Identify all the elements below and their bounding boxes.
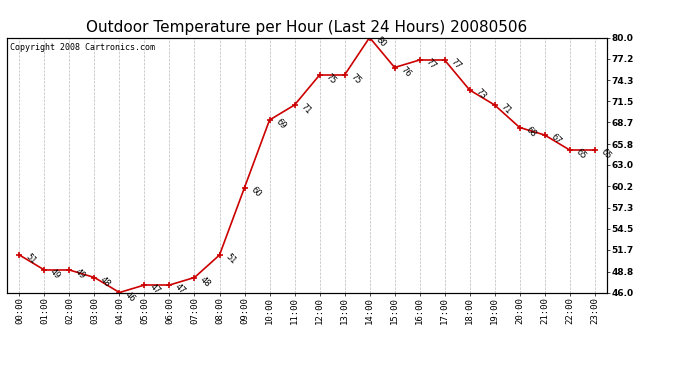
Text: 51: 51 bbox=[224, 252, 237, 266]
Text: 80: 80 bbox=[374, 35, 388, 49]
Text: Copyright 2008 Cartronics.com: Copyright 2008 Cartronics.com bbox=[10, 43, 155, 52]
Text: 48: 48 bbox=[199, 275, 213, 289]
Text: 77: 77 bbox=[424, 57, 437, 71]
Text: 77: 77 bbox=[448, 57, 463, 71]
Text: 71: 71 bbox=[499, 102, 513, 116]
Text: 67: 67 bbox=[549, 132, 563, 146]
Text: 47: 47 bbox=[148, 282, 163, 296]
Text: 51: 51 bbox=[23, 252, 37, 266]
Text: 48: 48 bbox=[99, 275, 112, 289]
Text: 46: 46 bbox=[124, 290, 137, 304]
Text: 69: 69 bbox=[274, 117, 288, 131]
Text: 73: 73 bbox=[474, 87, 488, 101]
Text: 75: 75 bbox=[348, 72, 363, 86]
Text: 76: 76 bbox=[399, 65, 413, 79]
Text: 65: 65 bbox=[574, 147, 588, 161]
Text: 75: 75 bbox=[324, 72, 337, 86]
Text: 68: 68 bbox=[524, 125, 538, 139]
Title: Outdoor Temperature per Hour (Last 24 Hours) 20080506: Outdoor Temperature per Hour (Last 24 Ho… bbox=[86, 20, 528, 35]
Text: 60: 60 bbox=[248, 185, 263, 199]
Text: 71: 71 bbox=[299, 102, 313, 116]
Text: 47: 47 bbox=[174, 282, 188, 296]
Text: 49: 49 bbox=[74, 267, 88, 281]
Text: 49: 49 bbox=[48, 267, 62, 281]
Text: 65: 65 bbox=[599, 147, 613, 161]
